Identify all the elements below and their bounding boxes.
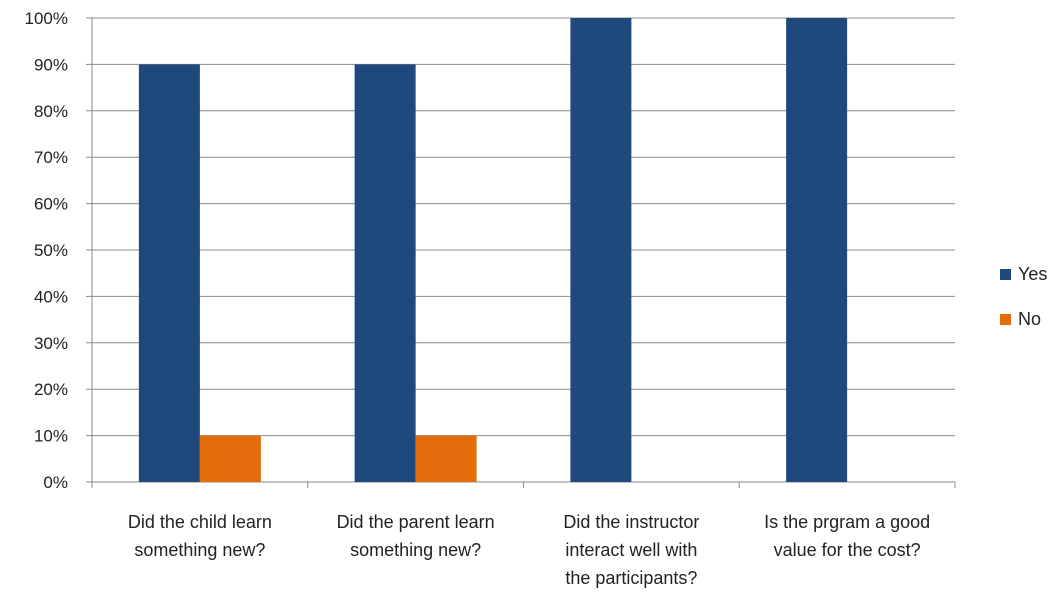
- bar-yes: [570, 18, 632, 482]
- x-category-label: Did the child learn: [128, 512, 272, 532]
- x-category-label: Did the instructor: [563, 512, 699, 532]
- y-tick-label: 80%: [34, 102, 68, 121]
- legend-swatch-no: [1000, 314, 1011, 325]
- legend-label-yes: Yes: [1018, 264, 1047, 284]
- y-tick-label: 90%: [34, 55, 68, 74]
- bar-yes: [786, 18, 848, 482]
- x-category-label: Did the parent learn: [337, 512, 495, 532]
- x-category-label: value for the cost?: [774, 540, 921, 560]
- y-tick-label: 10%: [34, 427, 68, 446]
- y-tick-label: 0%: [43, 473, 68, 492]
- y-tick-label: 70%: [34, 148, 68, 167]
- x-category-label: the participants?: [565, 568, 697, 588]
- y-tick-label: 50%: [34, 241, 68, 260]
- bar-yes: [354, 64, 416, 483]
- bar-no: [415, 435, 477, 482]
- bar-no: [199, 435, 261, 482]
- x-category-label: interact well with: [565, 540, 697, 560]
- x-category-label: Is the prgram a good: [764, 512, 930, 532]
- y-tick-label: 40%: [34, 287, 68, 306]
- y-tick-label: 60%: [34, 195, 68, 214]
- y-tick-label: 20%: [34, 380, 68, 399]
- x-category-label: something new?: [350, 540, 481, 560]
- legend-swatch-yes: [1000, 269, 1011, 280]
- x-category-label: something new?: [134, 540, 265, 560]
- y-tick-label: 30%: [34, 334, 68, 353]
- y-tick-label: 100%: [25, 9, 68, 28]
- bar-yes: [138, 64, 200, 483]
- legend-label-no: No: [1018, 309, 1041, 329]
